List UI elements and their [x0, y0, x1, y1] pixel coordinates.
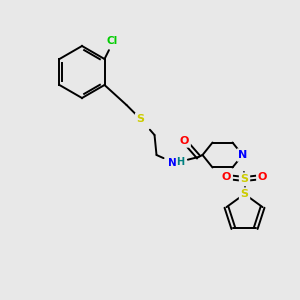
Text: H: H: [176, 157, 184, 167]
Text: O: O: [222, 172, 231, 182]
Text: S: S: [136, 114, 145, 124]
Text: Cl: Cl: [107, 36, 118, 46]
Text: S: S: [241, 189, 248, 199]
Text: N: N: [238, 150, 247, 160]
Text: S: S: [241, 174, 248, 184]
Text: N: N: [168, 158, 177, 168]
Text: O: O: [180, 136, 189, 146]
Text: O: O: [258, 172, 267, 182]
